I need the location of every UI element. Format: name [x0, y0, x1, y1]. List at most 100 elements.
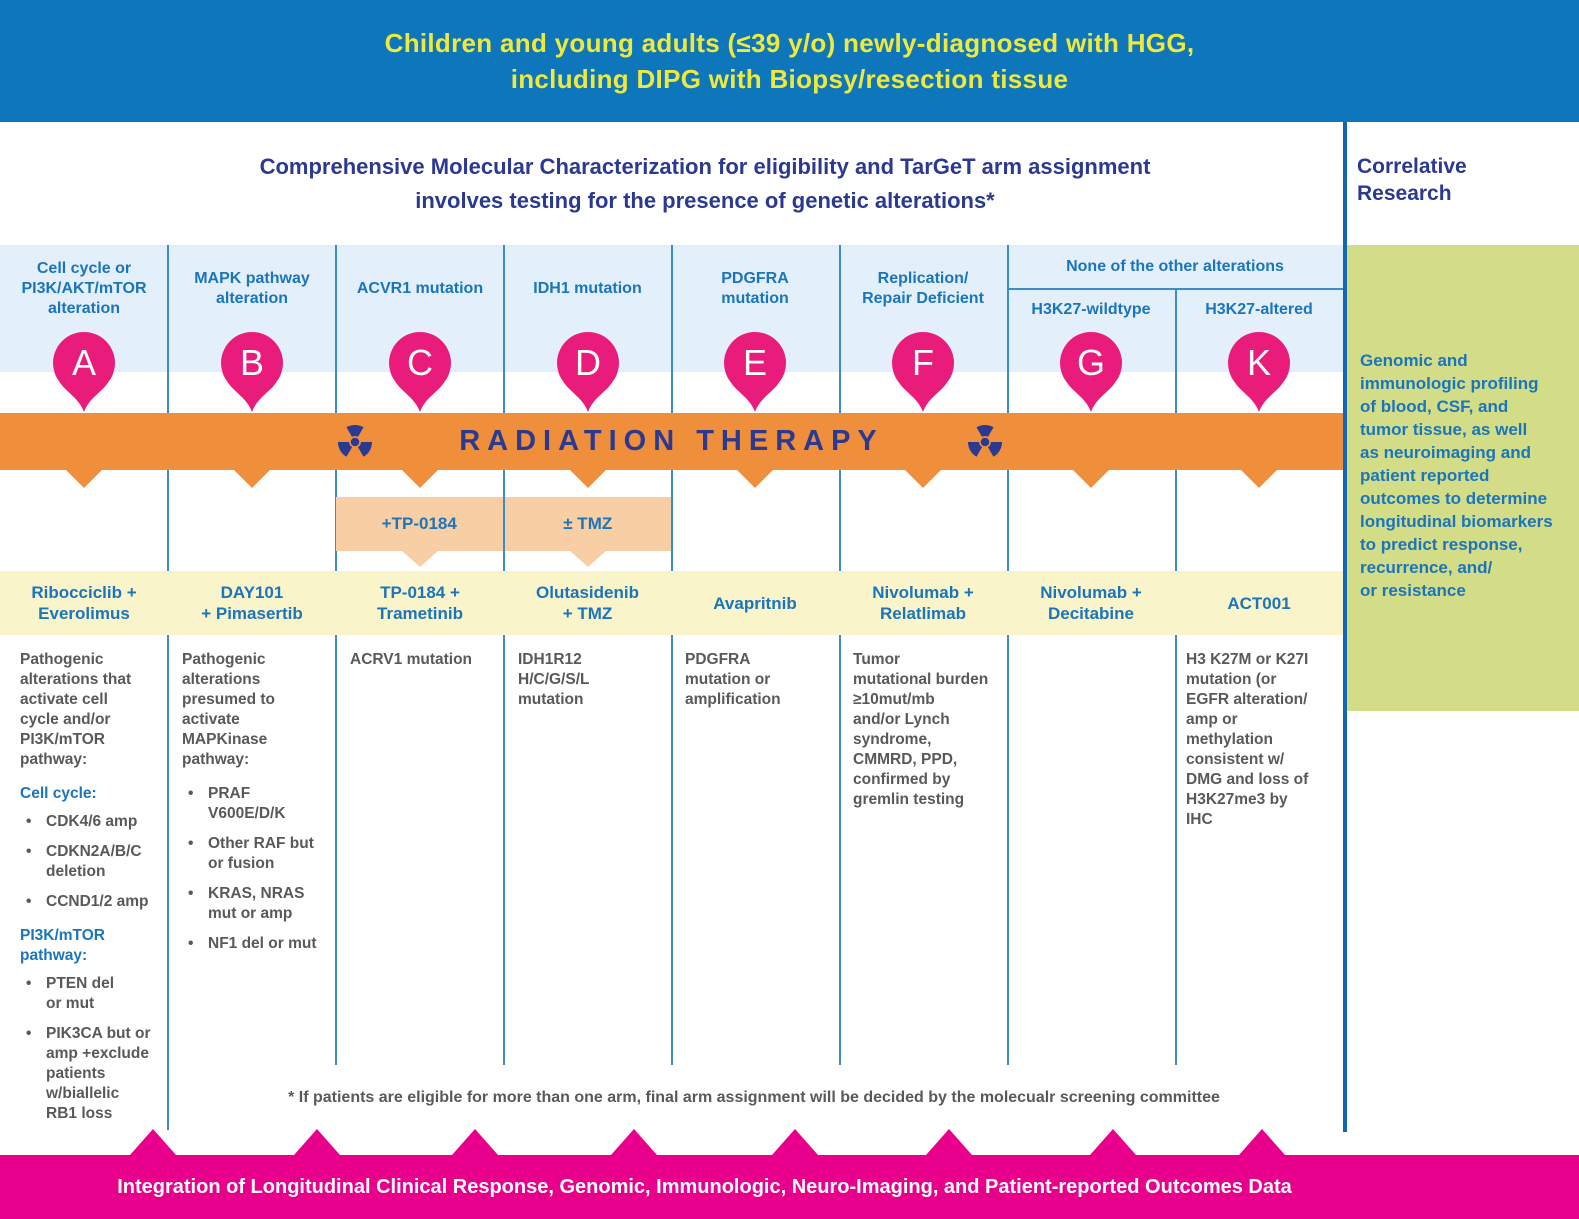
up-arrow-pointer — [452, 1129, 498, 1155]
svg-text:A: A — [72, 342, 96, 383]
radiation-icon — [337, 424, 373, 457]
bullet-marker: • — [188, 835, 194, 852]
main-sidebar-divider — [1343, 122, 1347, 1132]
correlative-research-heading: Correlative Research — [1357, 155, 1467, 205]
column-divider — [335, 245, 337, 1065]
arm-header-a: Cell cycle or PI3K/AKT/mTOR alteration — [21, 260, 147, 317]
bullet-item: • CDK4/6 amp — [26, 812, 162, 832]
outcomes-banner-label: Integration of Longitudinal Clinical Res… — [117, 1175, 1292, 1198]
treatment-a: Ribocciclib + Everolimus — [31, 583, 137, 623]
up-arrow-pointer — [772, 1129, 818, 1155]
down-arrow-pointer — [736, 469, 774, 488]
bullet-text: KRAS, NRAS mut or amp — [208, 885, 305, 922]
treatment-b: DAY101 + Pimasertib — [201, 583, 303, 623]
body-paragraph: ACRV1 mutation — [350, 651, 473, 668]
body-paragraph: IDH1R12 H/C/G/S/L mutation — [518, 651, 590, 708]
column-divider — [167, 245, 169, 1130]
treatment-d: Olutasidenib + TMZ — [536, 583, 639, 623]
radiation-therapy-label: RADIATION THERAPY — [459, 425, 884, 457]
subband-tp0184-tmz: +TP-0184 ± TMZ — [336, 497, 671, 551]
bullet-item: • CCND1/2 amp — [26, 892, 162, 912]
svg-text:F: F — [912, 342, 934, 383]
radiation-icon — [967, 424, 1003, 457]
bullet-marker: • — [26, 975, 32, 992]
arm-header-k: H3K27-altered — [1205, 301, 1313, 318]
treatment-c: TP-0184 + Trametinib — [377, 583, 463, 623]
arm-criteria-d: IDH1R12 H/C/G/S/L mutation — [518, 650, 660, 724]
body-paragraph: Tumor mutational burden ≥10mut/mb and/or… — [853, 651, 989, 808]
bullet-text: Other RAF but or fusion — [208, 835, 314, 872]
bullet-marker: • — [188, 935, 194, 952]
down-arrow-pointer — [569, 550, 607, 567]
arm-badge-f: F — [892, 331, 954, 412]
body-subheading: PI3K/mTOR pathway: — [20, 927, 105, 964]
arm-header-g: H3K27-wildtype — [1031, 301, 1151, 318]
arm-criteria-e: PDGFRA mutation or amplification — [685, 650, 827, 724]
up-arrow-pointer — [130, 1129, 176, 1155]
column-divider — [1007, 245, 1009, 1065]
arm-badge-d: D — [557, 331, 619, 412]
arm-badge-b: B — [221, 331, 283, 412]
bullet-marker: • — [26, 1025, 32, 1042]
outcomes-banner: Integration of Longitudinal Clinical Res… — [0, 1155, 1579, 1219]
up-arrow-pointer — [926, 1129, 972, 1155]
treatment-k: ACT001 — [1227, 593, 1291, 613]
bullet-text: CDK4/6 amp — [46, 813, 138, 830]
arm-header-d: IDH1 mutation — [533, 280, 642, 297]
bullet-marker: • — [26, 893, 32, 910]
bullet-item: • KRAS, NRAS mut or amp — [188, 884, 324, 924]
molecular-characterization-title: Comprehensive Molecular Characterization… — [0, 150, 1410, 218]
column-divider — [671, 245, 673, 1065]
bullet-text: PTEN del or mut — [46, 975, 115, 1012]
bullet-item: • NF1 del or mut — [188, 934, 324, 954]
arm-badge-c: C — [389, 331, 451, 412]
down-arrow-pointer — [1072, 469, 1110, 488]
down-arrow-pointer — [65, 469, 103, 488]
arm-badge-e: E — [724, 331, 786, 412]
arm-header-b: MAPK pathway alteration — [194, 270, 310, 307]
up-arrow-pointer — [1090, 1129, 1136, 1155]
bullet-item: • CDKN2A/B/C deletion — [26, 842, 162, 882]
down-arrow-pointer — [1240, 469, 1278, 488]
svg-text:K: K — [1247, 342, 1271, 383]
subband-tmz-label: ± TMZ — [502, 497, 672, 551]
correlative-research-box: Genomic and immunologic profiling of blo… — [1347, 245, 1579, 711]
arm-criteria-k: H3 K27M or K27I mutation (or EGFR altera… — [1186, 650, 1338, 844]
arm-header-f: Replication/ Repair Deficient — [862, 270, 984, 307]
bullet-text: PIK3CA but or amp +exclude patients w/bi… — [46, 1025, 151, 1122]
up-arrow-pointer — [1239, 1129, 1285, 1155]
up-arrow-pointer — [294, 1129, 340, 1155]
body-subheading: Cell cycle: — [20, 785, 97, 802]
svg-text:B: B — [240, 342, 264, 383]
down-arrow-pointer — [569, 469, 607, 488]
arm-criteria-b: Pathogenic alterations presumed to activ… — [182, 650, 324, 964]
arm-criteria-c: ACRV1 mutation — [350, 650, 492, 684]
arm-header-e: PDGFRA mutation — [721, 270, 789, 307]
body-paragraph: PDGFRA mutation or amplification — [685, 651, 781, 708]
column-divider — [1175, 288, 1177, 1065]
radiation-therapy-band: RADIATION THERAPY — [0, 413, 1343, 470]
down-arrow-pointer — [401, 550, 439, 567]
bullet-text: CDKN2A/B/C deletion — [46, 843, 142, 880]
eligibility-banner-line2: including DIPG with Biopsy/resection tis… — [510, 63, 1069, 94]
footnote: * If patients are eligible for more than… — [288, 1089, 1220, 1106]
treatment-g: Nivolumab + Decitabine — [1040, 583, 1142, 623]
eligibility-banner-line1: Children and young adults (≤39 y/o) newl… — [384, 27, 1195, 58]
correlative-research-text: Genomic and immunologic profiling of blo… — [1360, 351, 1553, 600]
title-line1: Comprehensive Molecular Characterization… — [259, 154, 1151, 179]
arm-criteria-f: Tumor mutational burden ≥10mut/mb and/or… — [853, 650, 1003, 824]
svg-text:D: D — [575, 342, 601, 383]
bullet-item: • PRAF V600E/D/K — [188, 784, 324, 824]
treatment-e: Avapritnib — [713, 593, 797, 613]
bullet-marker: • — [188, 885, 194, 902]
svg-text:E: E — [743, 342, 767, 383]
bullet-item: • PIK3CA but or amp +exclude patients w/b… — [26, 1024, 162, 1124]
title-line2: involves testing for the presence of gen… — [415, 188, 995, 213]
down-arrow-pointer — [233, 469, 271, 488]
arm-badge-a: A — [53, 331, 115, 412]
body-paragraph: Pathogenic alterations that activate cel… — [20, 651, 132, 768]
column-divider — [839, 245, 841, 1065]
eligibility-banner: Children and young adults (≤39 y/o) newl… — [0, 0, 1579, 122]
down-arrow-pointer — [401, 469, 439, 488]
